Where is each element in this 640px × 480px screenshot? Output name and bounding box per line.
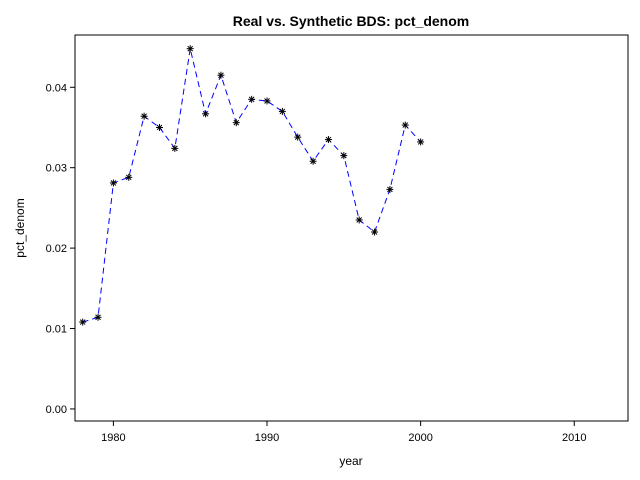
x-tick-label: 2000: [408, 432, 432, 444]
x-axis-ticks: 1980 1990 2000 2010: [101, 421, 586, 444]
data-point: [140, 112, 148, 120]
series-layer: [79, 45, 425, 326]
data-point: [155, 123, 163, 131]
y-tick-label: 0.04: [46, 82, 67, 94]
x-tick-label: 1980: [101, 432, 125, 444]
data-point: [309, 157, 317, 165]
y-axis-ticks: 0.00 0.01 0.02 0.03 0.04: [46, 82, 75, 416]
chart-title: Real vs. Synthetic BDS: pct_denom: [233, 13, 470, 29]
y-axis-label: pct_denom: [13, 198, 27, 257]
data-point: [94, 313, 102, 321]
x-tick-label: 1990: [255, 432, 279, 444]
data-point: [232, 119, 240, 127]
data-point: [278, 107, 286, 115]
data-point: [248, 95, 256, 103]
x-tick-label: 2010: [562, 432, 586, 444]
data-point: [417, 138, 425, 146]
data-point: [217, 71, 225, 79]
y-tick-label: 0.02: [46, 243, 67, 255]
data-point: [109, 179, 117, 187]
data-point: [371, 228, 379, 236]
y-tick-label: 0.03: [46, 163, 67, 175]
data-point: [294, 133, 302, 141]
series-line: [82, 48, 421, 323]
x-axis-label: year: [339, 454, 362, 468]
data-point: [401, 121, 409, 129]
data-point: [171, 144, 179, 152]
y-tick-label: 0.00: [46, 404, 67, 416]
data-point: [324, 136, 332, 144]
data-point: [79, 318, 87, 326]
plot-frame: [74, 34, 629, 422]
y-tick-label: 0.01: [46, 324, 67, 336]
data-point: [202, 110, 210, 118]
data-point: [263, 97, 271, 105]
data-point: [340, 152, 348, 160]
data-point: [186, 45, 194, 53]
data-point: [125, 173, 133, 181]
data-point: [386, 185, 394, 193]
data-point: [355, 216, 363, 224]
